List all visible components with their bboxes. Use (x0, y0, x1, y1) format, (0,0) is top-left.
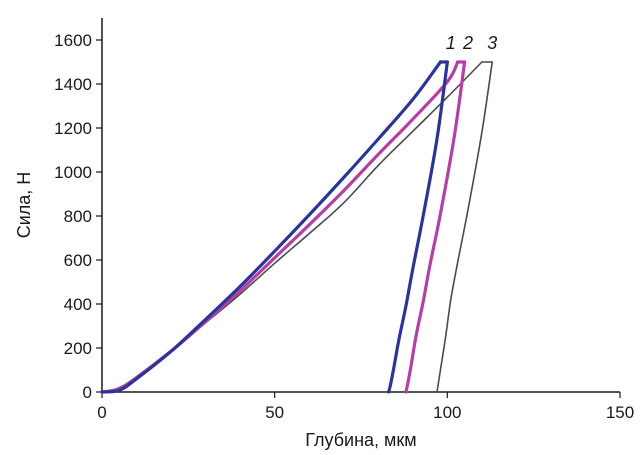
series-2 (100, 60, 467, 394)
y-tick-label: 800 (64, 207, 92, 226)
x-tick-label: 0 (97, 403, 106, 422)
series-1-unloading-line (387, 60, 449, 394)
y-tick-label: 200 (64, 339, 92, 358)
x-tick-label: 100 (433, 403, 461, 422)
y-tick-label: 1400 (54, 75, 92, 94)
y-tick-label: 400 (64, 295, 92, 314)
series-group (100, 60, 494, 394)
series-1-loading-line (100, 60, 443, 394)
x-axis-ticks: 0 50 100 150 (97, 392, 634, 422)
x-tick-label: 150 (606, 403, 634, 422)
y-tick-label: 600 (64, 251, 92, 270)
y-axis-ticks: 0 200 400 600 800 1000 1200 1400 1600 (54, 31, 102, 402)
curve-label-1: 1 (446, 33, 456, 53)
x-axis-title: Глубина, мкм (305, 430, 416, 450)
y-axis-title: Сила, Н (14, 172, 34, 239)
curve-label-3: 3 (487, 33, 497, 53)
series-1 (100, 60, 449, 394)
series-3-unloading-line (436, 61, 494, 393)
curve-label-2: 2 (462, 33, 473, 53)
series-3-loading-line (101, 61, 483, 393)
y-tick-label: 0 (83, 383, 92, 402)
series-2-unloading-line (404, 60, 467, 394)
y-tick-label: 1600 (54, 31, 92, 50)
y-tick-label: 1200 (54, 119, 92, 138)
x-tick-label: 50 (265, 403, 284, 422)
y-tick-label: 1000 (54, 163, 92, 182)
